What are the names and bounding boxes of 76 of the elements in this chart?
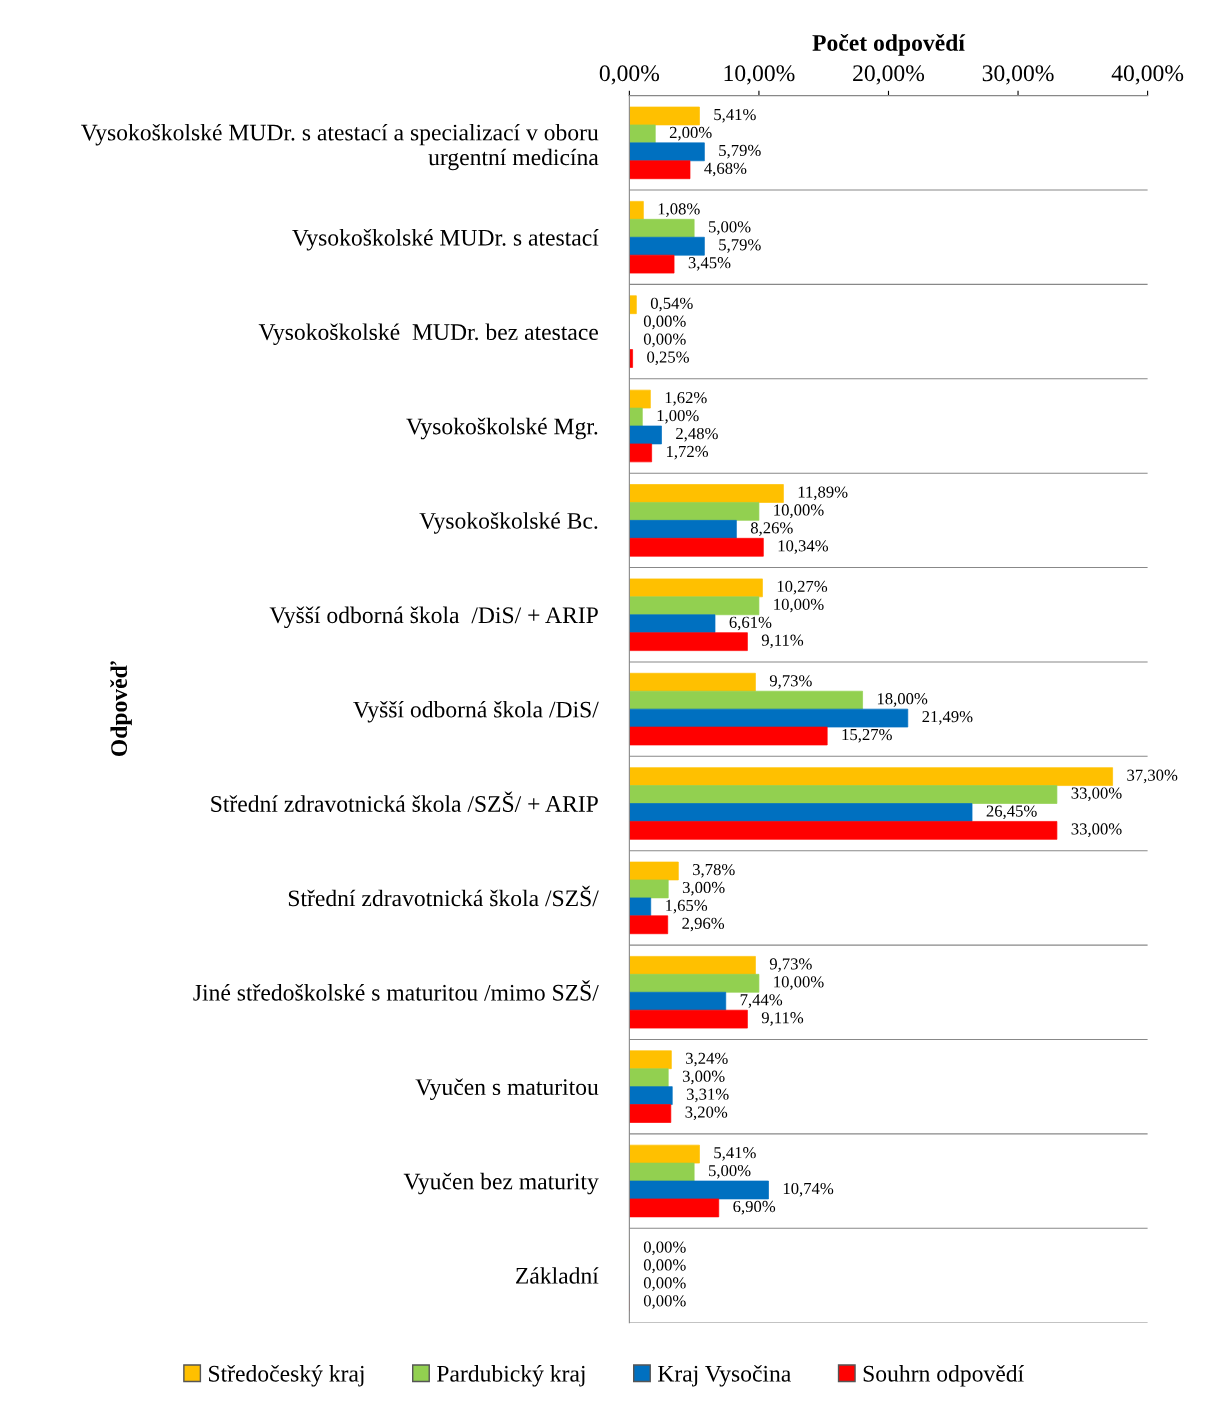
y-axis-title: Odpověď — [110, 661, 132, 756]
data-label: 2,00% — [669, 126, 712, 141]
data-label: 4,68% — [704, 162, 747, 177]
data-label: 9,11% — [761, 1012, 804, 1026]
data-label: 10,74% — [783, 1182, 834, 1197]
data-label: 10,00% — [774, 504, 824, 518]
data-label: 37,30% — [1127, 769, 1178, 784]
y-tick-label: Střední zdravotnická škola /SZŠ/ + ARIP — [211, 791, 598, 812]
x-axis-title: Počet odpovědí — [812, 34, 966, 56]
data-label: 5,41% — [714, 1147, 756, 1161]
data-label: 3,00% — [682, 881, 725, 896]
data-label: 3,20% — [685, 1106, 728, 1121]
legend-label: Souhrn odpovědí — [863, 1365, 1024, 1387]
data-label: 1,08% — [658, 203, 700, 217]
data-label: 1,72% — [667, 445, 709, 460]
data-label: 2,48% — [676, 427, 718, 442]
data-label: 9,73% — [769, 958, 812, 972]
y-tick-label: Vysokoškolské Bc. — [419, 512, 598, 534]
y-tick-label: Vysokoškolské MUDr. s atestací — [292, 229, 599, 251]
x-tick-label: 0,00% — [599, 65, 660, 85]
y-tick-label: Základní — [516, 1267, 599, 1284]
data-label: 0,00% — [643, 1241, 686, 1256]
y-tick-label: Jiné středoškolské s maturitou /mimo SZŠ/ — [193, 980, 599, 1001]
data-label: 5,79% — [719, 239, 761, 253]
data-label: 21,49% — [922, 711, 973, 725]
x-tick-label: 40,00% — [1111, 65, 1184, 85]
data-label: 8,26% — [750, 522, 793, 536]
data-label: 5,79% — [719, 144, 761, 159]
y-tick-label: Vyučen bez maturity — [403, 1172, 599, 1195]
data-label: 18,00% — [877, 693, 928, 707]
data-label: 10,27% — [777, 580, 828, 595]
y-tick-label: Vysokoškolské MUDr. s atestací a specializací v oboru urgentní medicína — [81, 123, 599, 171]
data-label: 11,89% — [798, 486, 848, 501]
data-label: 5,00% — [709, 221, 751, 235]
data-label: 5,00% — [709, 1164, 751, 1179]
y-tick-label: Vyšší odborná škola /DiS/ + ARIP — [269, 606, 598, 629]
y-tick-label: Vyučen s maturitou — [415, 1078, 599, 1100]
data-label: 0,25% — [647, 351, 689, 366]
x-tick-label: 10,00% — [724, 65, 795, 85]
data-label: 9,73% — [769, 675, 812, 689]
data-label: 1,65% — [666, 899, 708, 914]
legend-label: Středočeský kraj — [209, 1365, 364, 1387]
data-label: 0,00% — [643, 1277, 686, 1291]
data-label: 26,45% — [986, 805, 1037, 820]
data-label: 6,90% — [733, 1200, 776, 1215]
data-label: 10,00% — [774, 598, 824, 613]
data-label: 10,00% — [774, 976, 824, 990]
y-tick-label: Vysokoškolské MUDr. bez atestace — [258, 323, 598, 345]
x-tick-label: 20,00% — [853, 65, 925, 85]
data-label: 2,96% — [682, 917, 725, 932]
y-tick-label: Střední zdravotnická škola /SZŠ/ — [288, 885, 599, 907]
data-label: 33,00% — [1071, 823, 1122, 837]
data-label: 10,34% — [778, 540, 829, 554]
data-label: 9,11% — [761, 634, 804, 649]
data-label: 0,54% — [650, 297, 693, 312]
data-label: 3,45% — [688, 257, 731, 271]
legend-label: Kraj Vysočina — [657, 1365, 791, 1387]
data-label: 0,00% — [643, 1259, 686, 1273]
y-tick-label: Vyšší odborná škola /DiS/ — [353, 700, 599, 723]
data-label: 6,61% — [729, 616, 772, 631]
x-tick-label: 30,00% — [982, 65, 1054, 85]
data-label: 0,00% — [643, 315, 686, 330]
data-label: 1,00% — [657, 409, 699, 424]
data-label: 3,78% — [693, 863, 735, 878]
data-label: 7,44% — [740, 994, 783, 1008]
data-label: 33,00% — [1071, 787, 1122, 802]
data-label: 3,00% — [682, 1070, 725, 1085]
y-tick-label: Vysokoškolské Mgr. — [406, 417, 598, 440]
data-label: 3,24% — [686, 1052, 728, 1067]
data-label: 15,27% — [842, 728, 892, 743]
data-label: 0,00% — [643, 1295, 686, 1309]
data-label: 1,62% — [665, 392, 707, 406]
legend-label: Pardubický kraj — [437, 1365, 585, 1387]
data-label: 0,00% — [643, 333, 686, 348]
data-label: 5,41% — [714, 108, 756, 123]
data-label: 3,31% — [686, 1088, 729, 1103]
